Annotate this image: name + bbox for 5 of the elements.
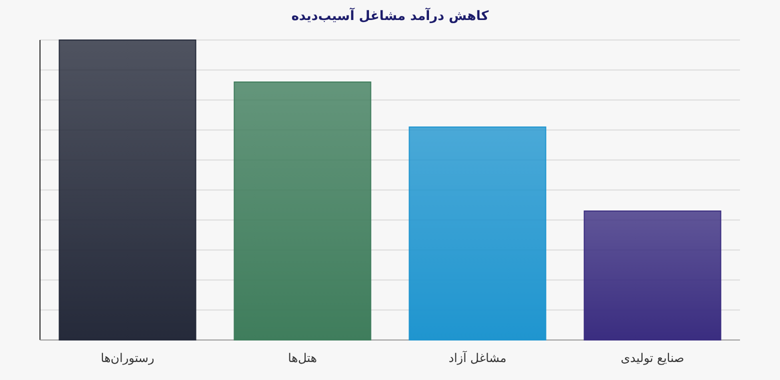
chart-title: کاهش درآمد مشاغل آسیب‌دیده — [291, 7, 490, 24]
x-tick-label: رستوران‌ها — [100, 351, 154, 365]
x-tick-label: هتل‌ها — [288, 351, 318, 365]
x-tick-label: صنایع تولیدی — [620, 351, 684, 365]
x-tick-label: مشاغل آزاد — [448, 350, 506, 365]
